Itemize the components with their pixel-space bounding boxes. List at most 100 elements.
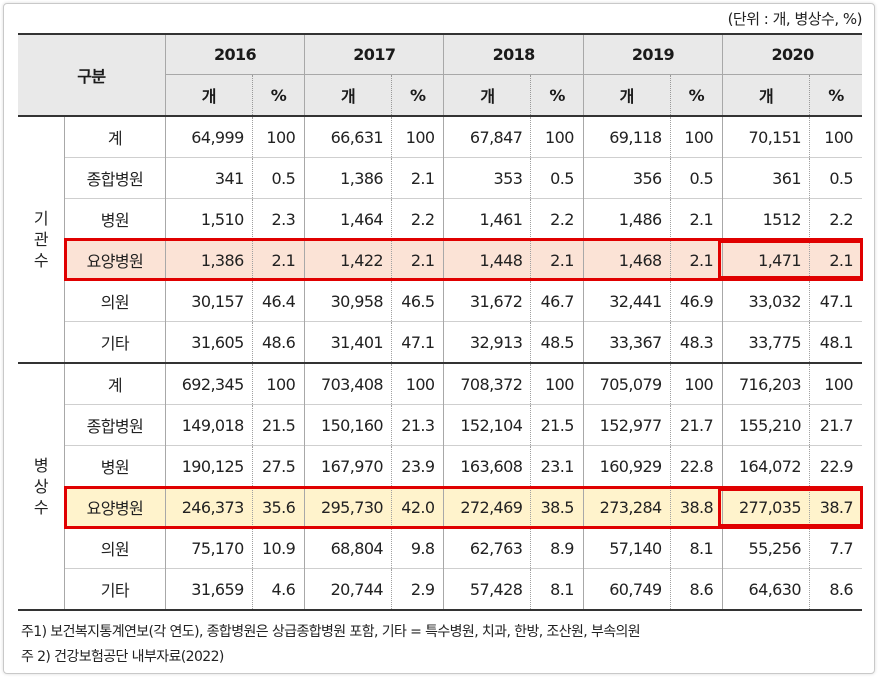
percent-cell: 38.7 [808, 486, 862, 528]
count-cell: 1,464 [304, 198, 392, 240]
percent-cell: 2.2 [808, 198, 862, 240]
count-cell: 1,386 [304, 157, 392, 199]
count-cell: 1,422 [304, 239, 392, 281]
count-cell: 33,367 [582, 321, 671, 363]
percent-cell: 23.9 [390, 445, 444, 487]
count-cell: 1,461 [443, 198, 531, 240]
count-cell: 64,999 [164, 116, 253, 158]
count-header: 개 [443, 74, 531, 116]
percent-cell: 2.1 [390, 239, 444, 281]
count-cell: 150,160 [304, 404, 392, 446]
percent-cell: 100 [669, 116, 723, 158]
percent-cell: 48.6 [251, 321, 305, 363]
count-cell: 361 [722, 157, 810, 199]
percent-cell: 46.9 [669, 280, 723, 322]
footnote: 주 2) 건강보험공단 내부자료(2022) [21, 649, 224, 665]
count-cell: 160,929 [582, 445, 671, 487]
row-label: 의원 [64, 527, 166, 569]
count-cell: 705,079 [582, 363, 671, 405]
table-row: 종합병원 341 0.5 1,386 2.1 353 0.5 356 0.5 361 0.5 [18, 157, 862, 199]
percent-cell: 8.6 [669, 568, 723, 610]
percent-cell: 100 [530, 363, 584, 405]
count-cell: 57,428 [443, 568, 531, 610]
count-cell: 30,157 [164, 280, 253, 322]
percent-cell: 2.2 [530, 198, 584, 240]
percent-cell: 38.8 [669, 486, 723, 528]
percent-cell: 9.8 [390, 527, 444, 569]
count-cell: 33,775 [722, 321, 810, 363]
count-cell: 31,605 [164, 321, 253, 363]
count-cell: 295,730 [304, 486, 392, 528]
count-header: 개 [164, 74, 253, 116]
percent-cell: 23.1 [530, 445, 584, 487]
year-header: 2016 [164, 34, 305, 75]
percent-cell: 100 [251, 363, 305, 405]
footnote: 주1) 보건복지통계연보(각 연도), 종합병원은 상급종합병원 포함, 기타 … [21, 624, 641, 640]
group-label-char: 수 [33, 251, 49, 270]
count-cell: 20,744 [304, 568, 392, 610]
year-header: 2017 [304, 34, 444, 75]
count-cell: 31,659 [164, 568, 253, 610]
count-cell: 1,486 [582, 198, 671, 240]
table-row: 병원 190,125 27.5 167,970 23.9 163,608 23.1 160,9… [18, 445, 862, 487]
percent-cell: 35.6 [251, 486, 305, 528]
group-label-char: 병 [33, 456, 49, 475]
group-label-char: 관 [33, 230, 49, 249]
percent-cell: 21.5 [530, 404, 584, 446]
percent-cell: 100 [530, 116, 584, 158]
percent-cell: 46.7 [530, 280, 584, 322]
percent-cell: 4.6 [251, 568, 305, 610]
hospital-statistics-table: 구분 2016 2017 2018 2019 2020 개 % 개 % 개 % … [18, 33, 862, 611]
table-row: 의원 30,157 46.4 30,958 46.5 31,672 46.7 32,441 46… [18, 280, 862, 322]
percent-header: % [808, 74, 862, 116]
count-cell: 164,072 [722, 445, 810, 487]
percent-cell: 47.1 [390, 321, 444, 363]
table-row: 종합병원 149,018 21.5 150,160 21.3 152,104 21.5 152… [18, 404, 862, 446]
count-cell: 272,469 [443, 486, 531, 528]
row-label: 기타 [64, 321, 166, 363]
row-label: 요양병원 [64, 486, 166, 528]
percent-cell: 22.9 [808, 445, 862, 487]
count-cell: 703,408 [304, 363, 392, 405]
percent-cell: 100 [808, 363, 862, 405]
row-label: 병원 [64, 445, 166, 487]
percent-cell: 2.3 [251, 198, 305, 240]
percent-cell: 100 [808, 116, 862, 158]
percent-cell: 48.3 [669, 321, 723, 363]
percent-cell: 21.7 [669, 404, 723, 446]
percent-cell: 2.1 [669, 239, 723, 281]
count-cell: 57,140 [582, 527, 671, 569]
count-cell: 708,372 [443, 363, 531, 405]
table-row: 기타 31,605 48.6 31,401 47.1 32,913 48.5 33,367 48… [18, 321, 862, 363]
year-header-row: 구분 2016 2017 2018 2019 2020 [18, 34, 862, 117]
count-cell: 167,970 [304, 445, 392, 487]
count-cell: 1512 [722, 198, 810, 240]
year-header: 2019 [582, 34, 723, 75]
row-label: 기타 [64, 568, 166, 610]
count-cell: 62,763 [443, 527, 531, 569]
count-cell: 68,804 [304, 527, 392, 569]
count-cell: 66,631 [304, 116, 392, 158]
unit-note: (단위 : 개, 병상수, %) [727, 10, 863, 28]
count-cell: 31,672 [443, 280, 531, 322]
count-cell: 31,401 [304, 321, 392, 363]
count-cell: 1,510 [164, 198, 253, 240]
table-row: 기타 31,659 4.6 20,744 2.9 57,428 8.1 60,749 8.6 64… [18, 568, 862, 610]
count-cell: 1,448 [443, 239, 531, 281]
row-label: 의원 [64, 280, 166, 322]
percent-cell: 21.7 [808, 404, 862, 446]
percent-cell: 2.9 [390, 568, 444, 610]
row-label: 종합병원 [64, 404, 166, 446]
group-label-char: 수 [33, 498, 49, 517]
count-cell: 155,210 [722, 404, 810, 446]
percent-cell: 48.5 [530, 321, 584, 363]
table-row: 병원 1,510 2.3 1,464 2.2 1,461 2.2 1,486 2.1 1512 2.… [18, 198, 862, 240]
count-cell: 67,847 [443, 116, 531, 158]
percent-cell: 7.7 [808, 527, 862, 569]
count-cell: 70,151 [722, 116, 810, 158]
table-row: 병 상 수 계 692,345 100 703,408 100 708,372 100 705,07… [18, 363, 862, 610]
count-cell: 55,256 [722, 527, 810, 569]
percent-cell: 8.1 [530, 568, 584, 610]
count-cell: 273,284 [582, 486, 671, 528]
